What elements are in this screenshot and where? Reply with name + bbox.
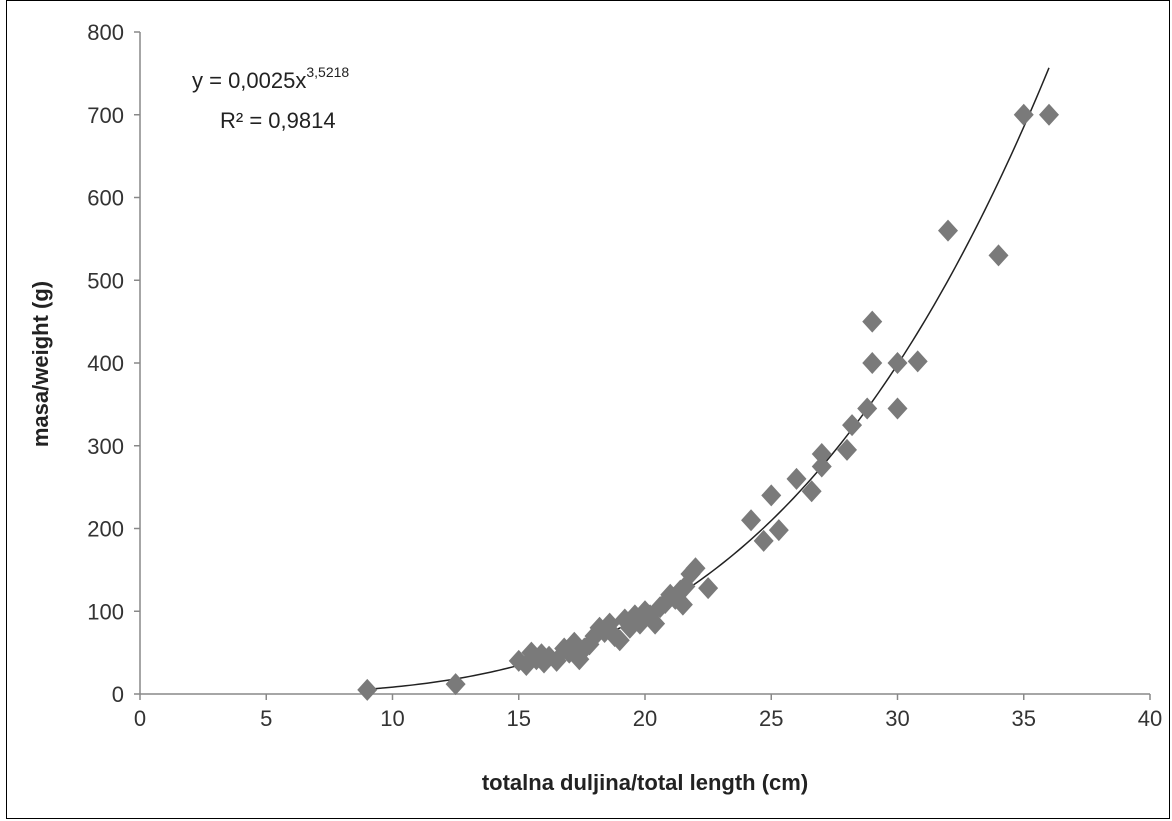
- data-point: [753, 529, 774, 552]
- y-tick-label: 800: [87, 20, 124, 45]
- data-point: [907, 350, 928, 373]
- r-squared-label: R² = 0,9814: [220, 108, 336, 133]
- x-tick-label: 30: [885, 706, 909, 731]
- data-point: [938, 219, 958, 242]
- x-axis-title: totalna duljina/total length (cm): [482, 770, 808, 795]
- data-point: [741, 509, 762, 532]
- y-tick-label: 100: [87, 599, 124, 624]
- chart-frame: [6, 0, 1170, 819]
- x-axis-ticks: 0 5 10 15 20 25 30 35 40: [134, 694, 1162, 731]
- data-point: [685, 557, 706, 580]
- data-point: [988, 244, 1009, 267]
- data-point: [857, 397, 878, 420]
- data-point: [862, 310, 883, 333]
- data-point: [357, 678, 378, 701]
- data-point: [801, 480, 822, 503]
- data-point: [887, 397, 908, 420]
- y-tick-label: 200: [87, 517, 124, 542]
- y-tick-label: 0: [112, 682, 124, 707]
- y-tick-label: 400: [87, 351, 124, 376]
- x-tick-label: 5: [260, 706, 272, 731]
- data-point: [862, 352, 883, 374]
- y-tick-label: 300: [87, 434, 124, 459]
- trendline-equation: y = 0,0025x3,5218: [192, 64, 349, 93]
- y-axis-title: masa/weight (g): [28, 281, 53, 447]
- data-point: [698, 577, 719, 600]
- data-point: [811, 455, 832, 478]
- data-point: [672, 593, 693, 616]
- x-tick-label: 25: [759, 706, 783, 731]
- x-tick-label: 10: [380, 706, 404, 731]
- data-point: [1013, 103, 1034, 126]
- data-point: [1039, 103, 1059, 126]
- data-point: [842, 414, 863, 437]
- data-point: [445, 673, 466, 696]
- data-points: [357, 103, 1059, 701]
- data-point: [761, 484, 782, 507]
- x-tick-label: 15: [507, 706, 531, 731]
- x-tick-label: 40: [1138, 706, 1162, 731]
- data-point: [811, 443, 832, 466]
- x-tick-label: 35: [1012, 706, 1036, 731]
- x-tick-label: 20: [633, 706, 657, 731]
- data-point: [645, 612, 666, 635]
- y-tick-label: 600: [87, 186, 124, 211]
- data-point: [837, 438, 857, 461]
- data-point: [786, 467, 807, 490]
- y-tick-label: 500: [87, 268, 124, 293]
- data-point: [609, 629, 630, 652]
- data-point: [887, 352, 908, 374]
- y-axis-ticks: 0 100 200 300 400 500 600 700 800: [87, 20, 140, 707]
- y-tick-label: 700: [87, 103, 124, 128]
- trendline: [367, 67, 1050, 690]
- data-point: [768, 519, 789, 542]
- x-tick-label: 0: [134, 706, 146, 731]
